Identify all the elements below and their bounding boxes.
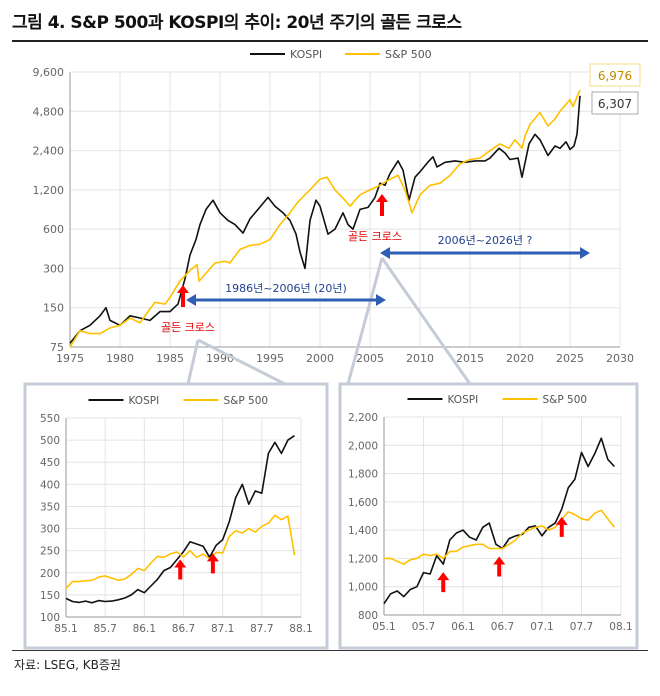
x-tick-label: 86.1 — [133, 623, 156, 635]
golden-cross-arrow — [206, 553, 219, 574]
series-line-sp500 — [65, 514, 296, 589]
x-tick-label: 2000 — [306, 352, 334, 365]
y-tick-label: 150 — [43, 302, 64, 315]
x-tick-label: 08.1 — [609, 621, 632, 633]
legend-label-sp500: S&P 500 — [385, 48, 432, 61]
period-label-2: 2006년~2026년 ? — [438, 234, 533, 247]
y-tick-label: 9,600 — [33, 66, 65, 79]
chart-0: 1975 1980 1985 1990 1995 2000 2005 2010 2015 2020… — [33, 48, 641, 386]
y-tick-label: 1,000 — [348, 582, 378, 594]
x-tick-label: 06.7 — [491, 621, 514, 633]
series-line-sp500 — [69, 89, 581, 348]
y-tick-label: 400 — [40, 479, 60, 491]
x-tick-label: 1985 — [156, 352, 184, 365]
y-tick-label: 2,400 — [33, 145, 65, 158]
y-tick-label: 350 — [40, 501, 60, 513]
legend-label-kospi: KOSPI — [448, 394, 479, 406]
callout-box-kospi — [591, 91, 639, 115]
golden-cross-arrow — [493, 556, 506, 577]
y-tick-label: 800 — [358, 610, 378, 622]
x-tick-label: 05.1 — [372, 621, 395, 633]
x-tick-label: 88.1 — [289, 623, 312, 635]
x-tick-label: 85.1 — [54, 623, 77, 635]
legend-label-kospi: KOSPI — [129, 395, 160, 407]
y-tick-label: 250 — [40, 546, 60, 558]
title-divider — [12, 40, 648, 42]
inset-connector-2 — [346, 257, 472, 385]
period-label-1: 1986년~2006년 (20년) — [225, 282, 347, 295]
source-note: 자료: LSEG, KB증권 — [14, 658, 121, 672]
x-tick-label: 85.7 — [93, 623, 116, 635]
golden-cross-arrow — [555, 516, 568, 537]
figure-title: 그림 4. S&P 500과 KOSPI의 추이: 20년 주기의 골든 크로스 — [12, 13, 462, 33]
y-tick-label: 4,800 — [33, 105, 65, 118]
y-tick-label: 1,200 — [33, 184, 65, 197]
y-tick-label: 1,600 — [348, 497, 378, 509]
x-tick-label: 05.7 — [412, 621, 435, 633]
chart-1: 85.1 85.7 86.1 86.7 87.1 87.7 88.1 100 150 200 250… — [40, 395, 313, 635]
series-line-sp500 — [384, 509, 616, 565]
x-tick-label: 2005 — [356, 352, 384, 365]
golden-cross-label-2: 골든 크로스 — [348, 230, 402, 243]
legend-label-kospi: KOSPI — [290, 48, 322, 61]
callout-sp500-value: 6,976 — [598, 69, 632, 83]
y-tick-label: 600 — [43, 223, 64, 236]
y-tick-label: 1,200 — [348, 553, 378, 565]
golden-cross-label-1: 골든 크로스 — [161, 321, 215, 334]
golden-cross-arrow — [376, 194, 388, 216]
y-tick-label: 450 — [40, 457, 60, 469]
y-tick-label: 1,400 — [348, 525, 378, 537]
golden-cross-arrow — [437, 572, 450, 593]
x-tick-label: 2030 — [606, 352, 634, 365]
golden-cross-arrow — [177, 285, 189, 307]
x-tick-label: 2015 — [456, 352, 484, 365]
x-tick-label: 07.1 — [530, 621, 553, 633]
series-line-kospi — [65, 435, 295, 604]
legend-label-sp500: S&P 500 — [224, 395, 269, 407]
x-tick-label: 1975 — [56, 352, 84, 365]
golden-cross-arrow — [174, 559, 187, 580]
series-line-kospi — [69, 95, 581, 344]
x-tick-label: 2010 — [406, 352, 434, 365]
source-divider — [12, 650, 648, 651]
y-tick-label: 150 — [40, 590, 60, 602]
y-tick-label: 75 — [50, 341, 64, 354]
chart-2: 05.1 05.7 06.1 06.7 07.1 07.7 08.1 800 1,000 1,20… — [348, 394, 633, 633]
x-tick-label: 2020 — [506, 352, 534, 365]
callout-kospi-value: 6,307 — [598, 97, 632, 111]
y-tick-label: 300 — [40, 524, 60, 536]
y-tick-label: 300 — [43, 262, 64, 275]
callout-box-sp500 — [589, 63, 641, 87]
x-tick-label: 1995 — [256, 352, 284, 365]
x-tick-label: 2025 — [556, 352, 584, 365]
inset-connector-1 — [186, 338, 286, 386]
y-tick-label: 1,800 — [348, 469, 378, 481]
y-tick-label: 550 — [40, 413, 60, 425]
y-tick-label: 2,000 — [348, 440, 378, 452]
y-tick-label: 2,200 — [348, 412, 378, 424]
series-line-kospi — [383, 437, 615, 605]
x-tick-label: 06.1 — [451, 621, 474, 633]
x-tick-label: 86.7 — [172, 623, 195, 635]
x-tick-label: 87.1 — [211, 623, 234, 635]
y-tick-label: 200 — [40, 568, 60, 580]
inset-frame-1 — [23, 382, 329, 650]
legend-label-sp500: S&P 500 — [543, 394, 588, 406]
x-tick-label: 87.7 — [250, 623, 273, 635]
x-tick-label: 1980 — [106, 352, 134, 365]
x-tick-label: 07.7 — [570, 621, 593, 633]
chart-canvas: 1975 1980 1985 1990 1995 2000 2005 2010 2015 2020… — [23, 48, 641, 650]
inset-frame-2 — [338, 382, 639, 650]
y-tick-label: 100 — [40, 612, 60, 624]
y-tick-label: 500 — [40, 435, 60, 447]
x-tick-label: 1990 — [206, 352, 234, 365]
